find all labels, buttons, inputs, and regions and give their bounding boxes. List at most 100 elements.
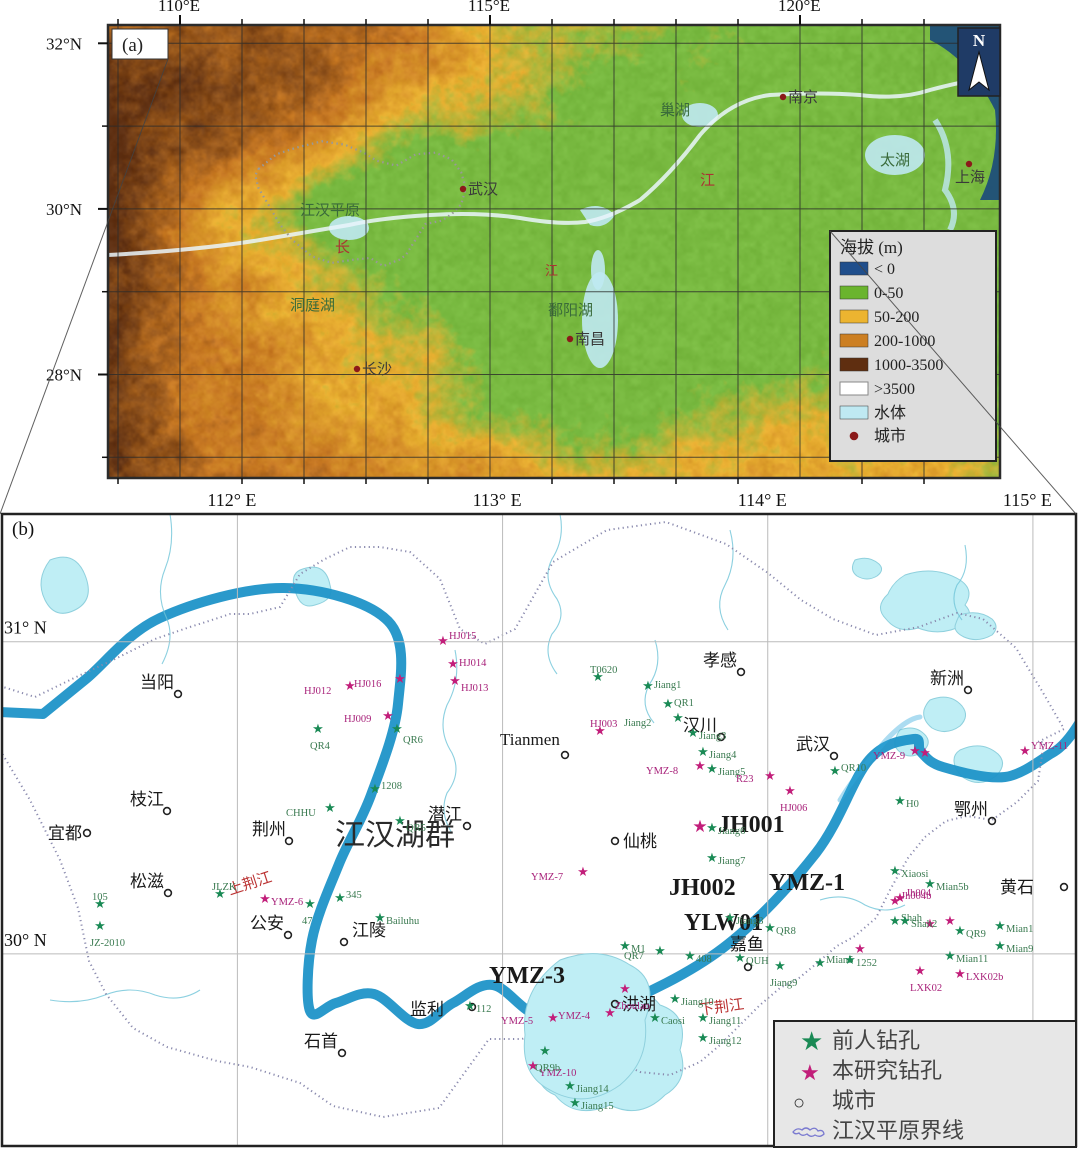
svg-text:H0: H0 bbox=[906, 799, 919, 810]
svg-text:Shah2: Shah2 bbox=[911, 919, 937, 930]
svg-text:★: ★ bbox=[800, 1060, 820, 1085]
svg-text:Jh004b: Jh004b bbox=[901, 891, 931, 902]
svg-text:R23: R23 bbox=[736, 774, 754, 785]
svg-text:★: ★ bbox=[784, 783, 796, 798]
svg-text:47: 47 bbox=[302, 916, 313, 927]
svg-text:★: ★ bbox=[684, 948, 696, 963]
svg-text:LXK02: LXK02 bbox=[910, 983, 942, 994]
svg-text:★: ★ bbox=[569, 1095, 581, 1110]
svg-text:★: ★ bbox=[697, 1010, 709, 1025]
svg-text:★: ★ bbox=[697, 744, 709, 759]
svg-text:★: ★ bbox=[394, 671, 406, 686]
svg-text:HJ012: HJ012 bbox=[304, 686, 331, 697]
svg-text:★: ★ bbox=[577, 864, 589, 879]
svg-text:T0620: T0620 bbox=[590, 665, 617, 676]
svg-text:QR9b: QR9b bbox=[535, 1063, 560, 1074]
svg-text:★: ★ bbox=[394, 813, 406, 828]
svg-text:LXK02b: LXK02b bbox=[966, 972, 1003, 983]
svg-text:★: ★ bbox=[694, 758, 706, 773]
svg-text:★: ★ bbox=[944, 948, 956, 963]
svg-text:新洲: 新洲 bbox=[930, 669, 964, 688]
svg-text:YMZ-3: YMZ-3 bbox=[489, 963, 565, 989]
svg-text:Mian9: Mian9 bbox=[1006, 944, 1033, 955]
svg-text:★: ★ bbox=[464, 998, 476, 1013]
svg-text:HJ015: HJ015 bbox=[449, 631, 476, 642]
svg-text:★: ★ bbox=[547, 1010, 559, 1025]
svg-text:★: ★ bbox=[954, 923, 966, 938]
svg-text:★: ★ bbox=[774, 958, 786, 973]
svg-text:115° E: 115° E bbox=[1003, 490, 1052, 510]
svg-text:★: ★ bbox=[814, 955, 826, 970]
svg-text:★: ★ bbox=[324, 800, 336, 815]
svg-text:★: ★ bbox=[899, 913, 911, 928]
svg-text:★: ★ bbox=[312, 721, 324, 736]
svg-text:31° N: 31° N bbox=[4, 618, 47, 638]
svg-text:HJ003: HJ003 bbox=[590, 719, 617, 730]
svg-text:★: ★ bbox=[374, 910, 386, 925]
svg-text:JZ-2010: JZ-2010 bbox=[90, 938, 125, 949]
svg-text:★: ★ bbox=[764, 920, 776, 935]
svg-text:★: ★ bbox=[994, 938, 1006, 953]
svg-text:★: ★ bbox=[672, 710, 684, 725]
svg-text:QR8: QR8 bbox=[776, 926, 796, 937]
svg-text:★: ★ bbox=[654, 943, 666, 958]
svg-text:★: ★ bbox=[391, 721, 403, 736]
svg-text:★: ★ bbox=[369, 781, 381, 796]
svg-text:113° E: 113° E bbox=[473, 490, 522, 510]
svg-text:Zhoulao: Zhoulao bbox=[615, 1001, 650, 1012]
svg-text:HJ014: HJ014 bbox=[459, 658, 487, 669]
svg-text:★: ★ bbox=[259, 891, 271, 906]
svg-text:★: ★ bbox=[447, 656, 459, 671]
svg-text:★: ★ bbox=[539, 1043, 551, 1058]
svg-text:QR5: QR5 bbox=[406, 823, 426, 834]
svg-text:112: 112 bbox=[476, 1004, 491, 1015]
svg-text:JH002: JH002 bbox=[669, 875, 736, 901]
svg-text:CHHU: CHHU bbox=[286, 808, 316, 819]
svg-text:★: ★ bbox=[914, 963, 926, 978]
svg-text:本研究钻孔: 本研究钻孔 bbox=[832, 1058, 942, 1083]
svg-text:YMZ-1: YMZ-1 bbox=[769, 870, 845, 896]
svg-text:Jiang8: Jiang8 bbox=[736, 916, 763, 927]
svg-text:★: ★ bbox=[924, 876, 936, 891]
svg-text:Caosi: Caosi bbox=[661, 1016, 685, 1027]
svg-text:★: ★ bbox=[94, 918, 106, 933]
svg-text:QR6: QR6 bbox=[403, 735, 423, 746]
svg-text:345: 345 bbox=[346, 890, 362, 901]
svg-text:QR4: QR4 bbox=[310, 741, 331, 752]
svg-text:Jiang11: Jiang11 bbox=[709, 1016, 741, 1027]
svg-text:HJ009: HJ009 bbox=[344, 714, 371, 725]
svg-text:Mian11: Mian11 bbox=[956, 954, 988, 965]
svg-text:HJ013: HJ013 bbox=[461, 683, 488, 694]
svg-text:★: ★ bbox=[724, 910, 736, 925]
svg-text:★: ★ bbox=[619, 981, 631, 996]
svg-text:★: ★ bbox=[344, 678, 356, 693]
svg-text:YMZ-4: YMZ-4 bbox=[558, 1011, 591, 1022]
svg-text:黄石: 黄石 bbox=[1000, 878, 1034, 897]
svg-text:★: ★ bbox=[642, 678, 654, 693]
svg-text:★: ★ bbox=[734, 950, 746, 965]
svg-text:宜都: 宜都 bbox=[48, 824, 82, 843]
svg-text:★: ★ bbox=[697, 1030, 709, 1045]
svg-text:石首: 石首 bbox=[304, 1032, 338, 1051]
svg-text:Jiang10: Jiang10 bbox=[681, 997, 714, 1008]
svg-text:前人钻孔: 前人钻孔 bbox=[832, 1028, 920, 1053]
svg-text:★: ★ bbox=[854, 941, 866, 956]
svg-text:★: ★ bbox=[304, 896, 316, 911]
svg-text:105: 105 bbox=[92, 892, 108, 903]
svg-text:★: ★ bbox=[919, 745, 931, 760]
svg-text:★: ★ bbox=[1019, 743, 1031, 758]
svg-text:监利: 监利 bbox=[410, 1000, 444, 1019]
svg-text:YMZ-6: YMZ-6 bbox=[271, 897, 303, 908]
svg-text:★: ★ bbox=[334, 890, 346, 905]
svg-text:○: ○ bbox=[793, 1092, 805, 1114]
svg-text:枝江: 枝江 bbox=[130, 790, 164, 809]
svg-text:YMZ-9: YMZ-9 bbox=[873, 751, 905, 762]
svg-text:Jiang7: Jiang7 bbox=[718, 856, 745, 867]
svg-text:QUH: QUH bbox=[746, 956, 769, 967]
svg-text:★: ★ bbox=[764, 768, 776, 783]
svg-text:鄂州: 鄂州 bbox=[954, 800, 988, 819]
svg-text:Jiang2: Jiang2 bbox=[624, 718, 651, 729]
svg-text:★: ★ bbox=[669, 991, 681, 1006]
svg-text:当阳: 当阳 bbox=[140, 673, 174, 692]
svg-text:孝感: 孝感 bbox=[703, 651, 737, 670]
